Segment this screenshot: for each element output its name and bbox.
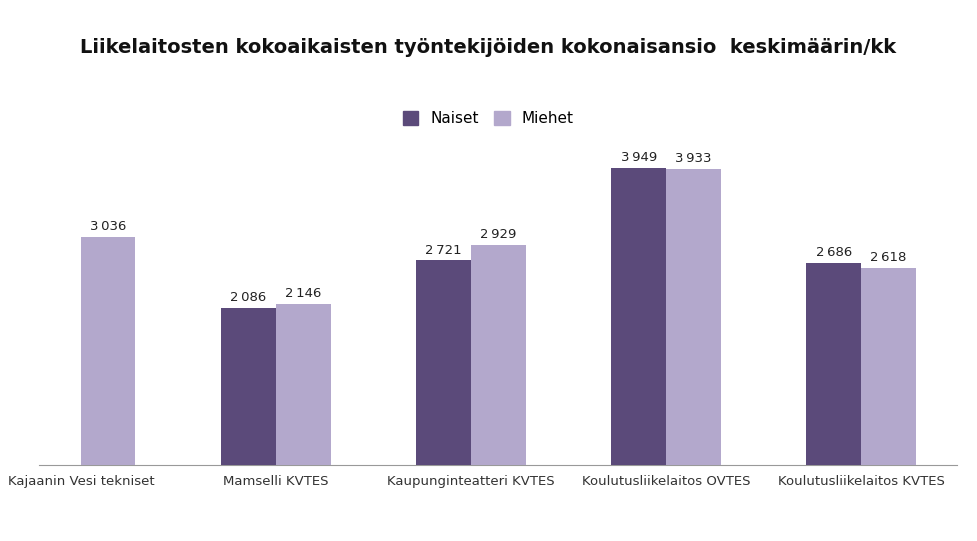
Bar [806,263,861,465]
Text: 3 949: 3 949 [620,151,657,164]
Text: 2 618: 2 618 [871,252,907,265]
Bar [612,168,666,465]
Text: 2 721: 2 721 [425,243,462,256]
Text: 2 929: 2 929 [480,228,517,241]
Text: 2 146: 2 146 [285,287,321,300]
Bar [221,308,276,465]
Text: 3 933: 3 933 [675,153,711,166]
Text: Liikelaitosten kokoaikaisten työntekijöiden kokonaisansio  keskimäärin/kk: Liikelaitosten kokoaikaisten työntekijöi… [80,38,897,57]
Bar [861,268,915,465]
Bar [416,260,471,465]
Bar [81,237,136,465]
Text: 3 036: 3 036 [90,220,126,233]
Bar [471,245,526,465]
Text: 2 086: 2 086 [231,292,267,305]
Text: 2 686: 2 686 [816,246,852,259]
Bar [666,169,721,465]
Legend: Naiset, Miehet: Naiset, Miehet [397,105,580,133]
Bar [276,304,330,465]
